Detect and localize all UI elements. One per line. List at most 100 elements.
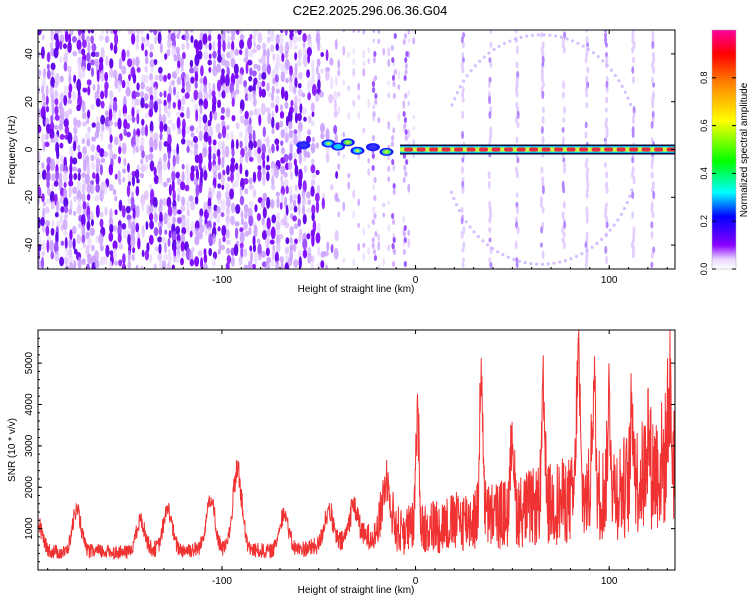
heatmap-stripe	[460, 36, 464, 44]
heatmap-stripe	[603, 30, 607, 33]
heatmap-cell	[85, 132, 91, 141]
heatmap-cell	[239, 195, 245, 206]
heatmap-cell	[279, 30, 284, 34]
heatmap-cell	[252, 70, 257, 77]
heatmap-cell	[307, 52, 311, 64]
heatmap-cell	[212, 50, 217, 59]
heatmap-cell	[68, 180, 74, 187]
heatmap-cell	[189, 67, 195, 74]
heatmap-stripe	[488, 136, 492, 144]
heatmap-cell	[90, 104, 95, 110]
heatmap-arc	[548, 33, 552, 37]
heatmap-cell	[72, 140, 77, 152]
heatmap-arc	[590, 245, 594, 249]
heatmap-cell	[190, 30, 194, 33]
heatmap-cell	[221, 184, 225, 190]
heatmap-cell	[302, 213, 307, 225]
heatmap-cell	[117, 117, 122, 130]
heatmap-cell	[62, 187, 68, 201]
heatmap-cell	[72, 186, 78, 195]
heatmap-cell	[220, 115, 225, 121]
heatmap-cell	[357, 82, 361, 91]
heatmap-cell	[136, 178, 140, 184]
heatmap-stripe	[462, 32, 466, 38]
heatmap-cell	[280, 86, 285, 99]
heatmap-cell	[112, 69, 118, 79]
heatmap-stripe	[541, 185, 545, 195]
heatmap-cell	[262, 167, 266, 176]
heatmap-cell	[262, 126, 266, 138]
heatmap-cell	[98, 34, 104, 41]
heatmap-cell	[132, 144, 136, 155]
heatmap-cell	[208, 150, 212, 163]
heatmap-stripe	[461, 86, 465, 94]
heatmap-cell	[135, 145, 139, 153]
heatmap-cell	[217, 172, 222, 180]
heatmap-cell	[94, 130, 100, 139]
carrier-segment	[404, 147, 414, 152]
heatmap-cell	[347, 111, 351, 120]
heatmap-stripe	[650, 121, 654, 129]
heatmap-cell	[387, 244, 391, 252]
colorbar-tick-label: 0.2	[699, 215, 709, 228]
heatmap-cell	[65, 247, 69, 257]
heatmap-cell	[288, 40, 293, 50]
colorbar-label: Normalized spectral amplitude	[739, 82, 750, 217]
heatmap-cell	[352, 258, 356, 267]
heatmap-cell	[68, 261, 74, 269]
carrier-segment	[529, 147, 539, 152]
heatmap-cell	[194, 71, 199, 83]
heatmap-cell	[244, 169, 249, 178]
heatmap-cell	[158, 225, 163, 236]
heatmap-cell	[176, 143, 180, 156]
heatmap-cell	[136, 33, 140, 44]
heatmap-cell	[252, 129, 256, 143]
heatmap-cell	[347, 172, 351, 179]
heatmap-cell	[87, 126, 92, 133]
heatmap-cell	[100, 100, 105, 109]
heatmap-stripe	[562, 186, 566, 194]
heatmap-cell	[148, 253, 153, 263]
heatmap-cell	[141, 150, 145, 159]
heatmap-cell	[367, 158, 371, 164]
heatmap-cell	[275, 88, 280, 94]
heatmap-cell	[125, 205, 131, 214]
heatmap-stripe	[488, 95, 492, 105]
colorbar-tick-label: 0.0	[699, 263, 709, 276]
heatmap-stripe	[562, 46, 566, 54]
heatmap-stripe	[652, 82, 656, 88]
heatmap-cell	[285, 185, 289, 195]
heatmap-cell	[176, 33, 180, 40]
heatmap-cell	[180, 105, 185, 112]
heatmap-cell	[285, 204, 289, 216]
heatmap-cell	[404, 69, 408, 75]
heatmap-stripe	[515, 257, 519, 263]
heatmap-cell	[152, 196, 158, 209]
heatmap-cell	[329, 57, 334, 66]
heatmap-stripe	[584, 161, 588, 169]
heatmap-cell	[247, 147, 252, 158]
colorbar-gradient	[712, 30, 736, 269]
heatmap-cell	[86, 163, 90, 177]
heatmap-cell	[162, 114, 167, 125]
heatmap-stripe	[516, 110, 520, 120]
heatmap-cell	[71, 36, 77, 43]
heatmap-cell	[404, 135, 408, 141]
heatmap-cell	[217, 99, 222, 109]
heatmap-cell	[239, 114, 245, 124]
heatmap-arc	[535, 262, 539, 266]
heatmap-stripe	[585, 176, 589, 184]
heatmap-cell	[257, 32, 263, 44]
heatmap-stripe	[541, 106, 545, 114]
heatmap-cell	[271, 110, 275, 119]
heatmap-cell	[342, 46, 346, 56]
heatmap-cell	[181, 88, 186, 94]
snr-ylabel: SNR (10 * v/v)	[7, 418, 18, 482]
carrier-segment	[504, 147, 514, 152]
heatmap-arc	[454, 203, 459, 207]
heatmap-cell	[249, 67, 253, 76]
heatmap-cell	[127, 218, 132, 230]
heatmap-cell	[373, 255, 378, 261]
heatmap-cell	[239, 154, 243, 166]
colorbar-ticks: 0.00.20.40.60.8	[699, 72, 736, 276]
